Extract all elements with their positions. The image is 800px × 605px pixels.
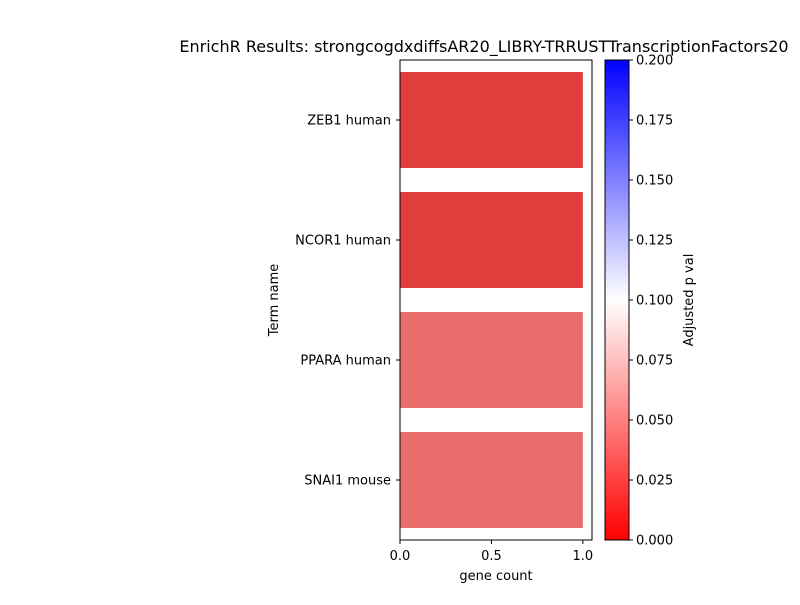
bar-ppara-human bbox=[400, 312, 583, 408]
chart-title: EnrichR Results: strongcogdxdiffsAR20_LI… bbox=[179, 37, 788, 57]
bars-layer bbox=[400, 72, 583, 528]
y-tick-label: PPARA human bbox=[300, 354, 391, 369]
x-ticks: 0.0 0.5 1.0 bbox=[390, 540, 594, 564]
x-axis-label: gene count bbox=[459, 569, 532, 584]
y-tick-label: ZEB1 human bbox=[307, 114, 391, 129]
colorbar-tick-label: 0.150 bbox=[636, 174, 673, 189]
colorbar-tick-label: 0.200 bbox=[636, 54, 673, 69]
x-tick-label: 0.5 bbox=[481, 549, 502, 564]
bar-ncor1-human bbox=[400, 192, 583, 288]
bar-zeb1-human bbox=[400, 72, 583, 168]
colorbar-tick-label: 0.175 bbox=[636, 114, 673, 129]
y-tick-label: SNAI1 mouse bbox=[304, 474, 391, 489]
bar-snai1-mouse bbox=[400, 432, 583, 528]
x-tick-label: 1.0 bbox=[573, 549, 594, 564]
colorbar-tick-label: 0.025 bbox=[636, 474, 673, 489]
colorbar-tick-label: 0.050 bbox=[636, 414, 673, 429]
x-tick-label: 0.0 bbox=[390, 549, 411, 564]
colorbar-tick-label: 0.100 bbox=[636, 294, 673, 309]
y-ticks: ZEB1 human NCOR1 human PPARA human SNAI1 mo… bbox=[295, 114, 400, 489]
colorbar-tick-label: 0.125 bbox=[636, 234, 673, 249]
y-axis-label: Term name bbox=[267, 264, 282, 338]
colorbar bbox=[604, 59, 630, 541]
plot-frame bbox=[399, 59, 593, 541]
colorbar-tick-label: 0.075 bbox=[636, 354, 673, 369]
y-tick-label: NCOR1 human bbox=[295, 234, 391, 249]
colorbar-ticks: 0.000 0.025 0.050 0.075 0.100 0.125 0.150 0.175… bbox=[629, 54, 673, 549]
colorbar-label: Adjusted p val bbox=[682, 254, 697, 347]
colorbar-tick-label: 0.000 bbox=[636, 534, 673, 549]
